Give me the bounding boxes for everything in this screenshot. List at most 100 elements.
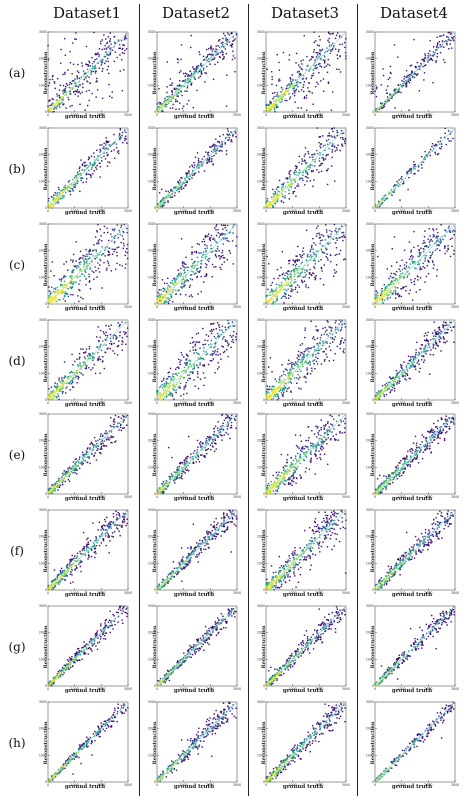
data-point <box>313 49 315 51</box>
data-point <box>177 91 180 94</box>
data-point <box>269 110 271 112</box>
data-point <box>174 94 176 97</box>
data-point <box>411 254 413 257</box>
data-point <box>323 159 325 161</box>
data-point <box>301 63 303 65</box>
data-point <box>196 165 198 167</box>
data-point <box>295 263 298 266</box>
data-point <box>387 283 390 286</box>
data-point <box>49 206 52 208</box>
data-point <box>196 371 199 373</box>
data-point <box>186 181 188 184</box>
data-point <box>312 266 315 268</box>
data-point <box>310 248 312 250</box>
data-point <box>442 58 445 61</box>
data-point <box>178 274 180 276</box>
data-point <box>380 107 383 110</box>
data-point <box>124 267 127 269</box>
data-point <box>177 188 180 191</box>
data-point <box>170 393 172 395</box>
data-point <box>390 97 392 99</box>
data-point <box>160 200 162 203</box>
data-point <box>327 58 329 61</box>
data-point <box>125 263 127 265</box>
data-point <box>291 81 293 83</box>
data-point <box>318 171 320 173</box>
data-point <box>436 248 438 250</box>
data-point <box>199 378 202 380</box>
data-point <box>287 181 289 183</box>
data-point <box>69 86 71 89</box>
data-point <box>63 280 66 283</box>
data-point <box>74 186 76 189</box>
data-point <box>296 81 298 84</box>
data-point <box>57 186 60 189</box>
data-point <box>379 296 381 299</box>
data-point <box>289 276 291 278</box>
data-point <box>316 169 318 171</box>
identity-line <box>47 223 129 305</box>
data-point <box>313 41 315 44</box>
data-point <box>105 331 107 334</box>
data-point <box>302 250 304 253</box>
data-point <box>52 98 54 101</box>
data-point <box>320 170 323 173</box>
data-point <box>444 136 446 139</box>
data-point <box>287 372 289 374</box>
data-point <box>212 48 214 50</box>
data-point <box>199 75 201 77</box>
data-point <box>442 238 444 241</box>
data-point <box>331 341 334 343</box>
data-point <box>276 92 279 94</box>
data-point <box>393 236 396 238</box>
data-point <box>281 250 284 253</box>
data-point <box>381 301 384 303</box>
y-tick-label: 1000 <box>39 275 47 279</box>
data-point <box>178 184 180 186</box>
data-point <box>53 385 56 387</box>
data-point <box>104 339 107 341</box>
data-point <box>435 48 437 51</box>
data-point <box>92 367 94 369</box>
data-point <box>451 237 453 239</box>
data-point <box>53 103 55 105</box>
data-point <box>340 129 343 132</box>
data-point <box>86 80 88 82</box>
data-point <box>88 280 91 282</box>
data-point <box>94 65 96 67</box>
data-point <box>206 159 208 162</box>
data-point <box>274 190 276 193</box>
data-point <box>303 97 306 99</box>
data-point <box>403 267 406 270</box>
data-point <box>173 384 175 386</box>
data-point <box>211 354 214 356</box>
data-point <box>103 225 106 228</box>
data-point <box>307 253 309 256</box>
data-point <box>196 267 198 270</box>
data-point <box>231 321 234 323</box>
data-point <box>108 264 110 267</box>
data-point <box>48 82 51 84</box>
data-point <box>307 177 309 179</box>
data-point <box>232 36 234 38</box>
data-point <box>168 371 171 373</box>
data-point <box>69 280 71 282</box>
data-point <box>210 45 212 47</box>
data-point <box>287 87 289 89</box>
data-point <box>275 101 277 104</box>
data-point <box>78 352 81 355</box>
data-point <box>422 247 425 250</box>
data-point <box>374 204 377 206</box>
data-point <box>277 197 279 200</box>
data-point <box>121 337 124 339</box>
data-point <box>308 165 310 167</box>
data-point <box>214 254 217 257</box>
data-point <box>309 166 311 169</box>
data-point <box>193 379 195 381</box>
data-point <box>231 340 233 343</box>
data-point <box>385 285 388 288</box>
data-point <box>167 389 169 391</box>
data-point <box>185 369 187 372</box>
data-point <box>275 99 277 101</box>
data-point <box>319 135 322 138</box>
